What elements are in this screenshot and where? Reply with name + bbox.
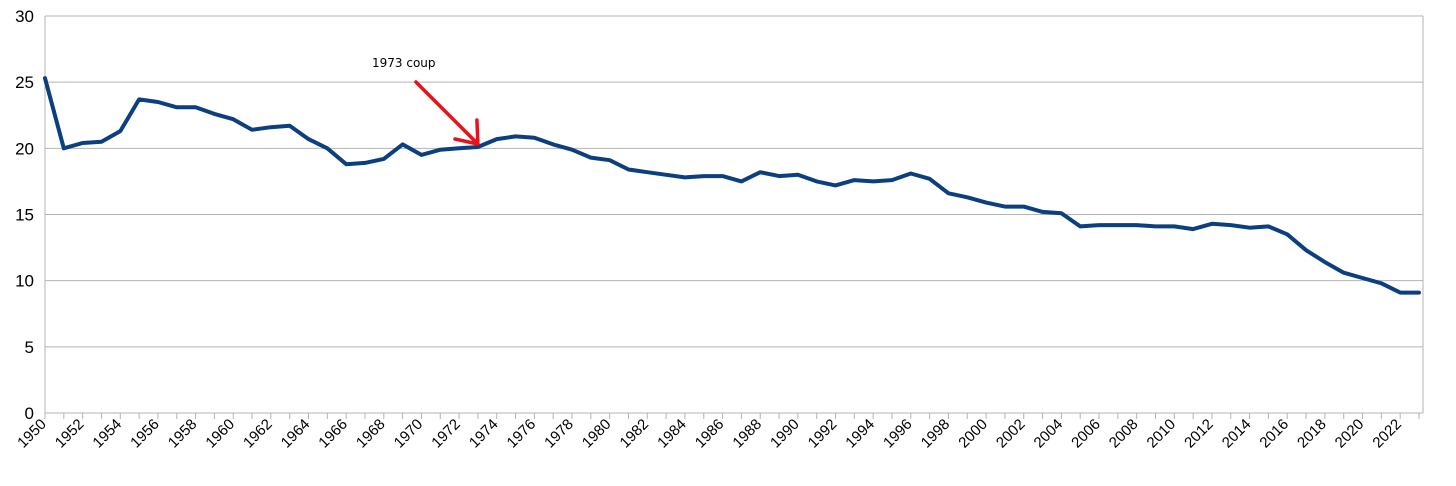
y-tick-label: 20 — [15, 139, 34, 158]
x-tick-label: 1958 — [165, 416, 201, 452]
x-tick-label: 1988 — [729, 416, 765, 452]
x-tick-label: 2004 — [1031, 416, 1067, 452]
x-tick-label: 2018 — [1294, 416, 1330, 452]
x-tick-label: 1982 — [617, 416, 653, 452]
x-tick-label: 1964 — [278, 416, 314, 452]
x-tick-label: 1970 — [391, 416, 427, 452]
x-tick-label: 1992 — [805, 416, 841, 452]
y-tick-label: 5 — [25, 338, 34, 357]
x-tick-label: 1972 — [428, 416, 464, 452]
x-tick-label: 2014 — [1219, 416, 1255, 452]
x-tick-label: 2022 — [1369, 416, 1405, 452]
x-tick-label: 1966 — [315, 416, 351, 452]
x-tick-label: 1986 — [692, 416, 728, 452]
x-axis-ticks: 1950 1952 1954 1956 1958 1960 1962 1964 1966 1968… — [14, 416, 1405, 452]
y-tick-label: 30 — [15, 7, 34, 26]
x-tick-label: 2000 — [955, 416, 991, 452]
x-tick-label: 1996 — [880, 416, 916, 452]
x-tick-label: 1990 — [767, 416, 803, 452]
x-tick-label: 1956 — [127, 416, 163, 452]
x-tick-label: 1978 — [541, 416, 577, 452]
x-tick-label: 1998 — [918, 416, 954, 452]
series — [43, 76, 1421, 295]
x-tick-label: 2010 — [1144, 416, 1180, 452]
x-tick-label: 2016 — [1256, 416, 1292, 452]
x-tick-label: 2008 — [1106, 416, 1142, 452]
x-tick-label: 1976 — [504, 416, 540, 452]
y-tick-label: 10 — [15, 272, 34, 291]
x-tick-label: 1984 — [654, 416, 690, 452]
axes — [44, 16, 1424, 419]
x-tick-label: 2020 — [1332, 416, 1368, 452]
x-tick-label: 1962 — [240, 416, 276, 452]
y-tick-label: 25 — [15, 73, 34, 92]
gridlines — [45, 15, 1423, 414]
x-tick-label: 1968 — [353, 416, 389, 452]
y-tick-label: 15 — [15, 206, 34, 225]
x-tick-label: 1980 — [579, 416, 615, 452]
annotation: 1973 coup — [372, 56, 480, 146]
x-tick-label: 2006 — [1068, 416, 1104, 452]
x-tick-label: 1954 — [89, 416, 125, 452]
x-tick-label: 2002 — [993, 416, 1029, 452]
annotation-arrow — [414, 80, 480, 146]
annotation-label: 1973 coup — [372, 56, 436, 70]
x-tick-label: 1950 — [14, 416, 50, 452]
x-tick-label: 1994 — [842, 416, 878, 452]
x-tick-label: 1960 — [202, 416, 238, 452]
x-tick-label: 2012 — [1181, 416, 1217, 452]
x-tick-label: 1974 — [466, 416, 502, 452]
y-tick-label: 0 — [25, 404, 34, 423]
series-line — [43, 76, 1421, 295]
y-axis-ticks: 0 5 10 15 20 25 30 — [15, 7, 34, 423]
x-tick-label: 1952 — [52, 416, 88, 452]
